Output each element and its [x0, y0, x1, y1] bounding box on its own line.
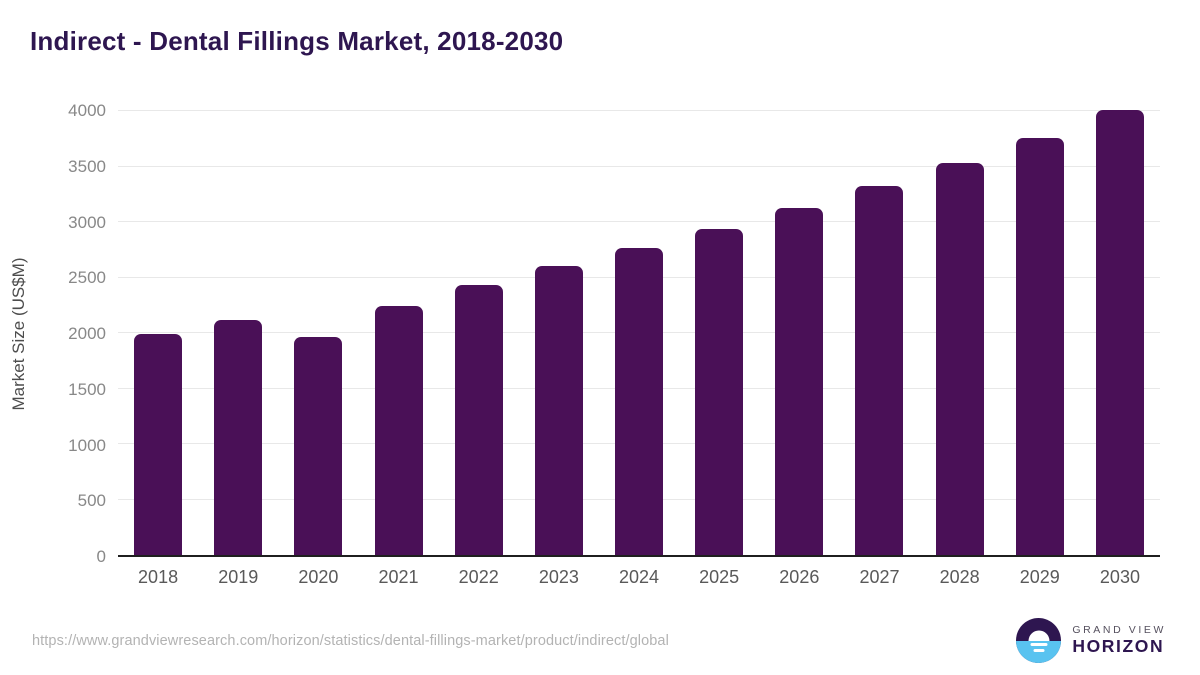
- x-tick-label-2027: 2027: [859, 567, 900, 587]
- sun-reflection-line: [1030, 643, 1048, 646]
- y-tick-label-2000: 2000: [68, 324, 106, 343]
- bar-column-2024: [599, 111, 679, 555]
- bar-column-2029: [1000, 111, 1080, 555]
- bar-2021: [374, 305, 423, 555]
- bar-2019: [214, 320, 263, 555]
- bar-column-2020: [278, 111, 358, 555]
- x-axis-labels: 2018 2019 2020 2021 2022 2023 2024 2025 2026 2027…: [118, 567, 1160, 588]
- x-tick-label-2030: 2030: [1099, 567, 1140, 587]
- bar-2024: [615, 248, 664, 555]
- gridline-4000: [118, 110, 1160, 111]
- x-tick-label-2029: 2029: [1019, 567, 1060, 587]
- logo-brand-name: GRAND VIEW: [1072, 624, 1166, 637]
- bar-column-2025: [679, 111, 759, 555]
- sunrise-circle-icon: [1016, 618, 1062, 663]
- x-tick-label-2021: 2021: [378, 567, 419, 587]
- y-tick-label-1500: 1500: [68, 379, 106, 399]
- y-tick-label-3000: 3000: [68, 212, 106, 232]
- bar-column-2030: [1080, 109, 1160, 555]
- x-tick-label-2026: 2026: [779, 567, 820, 587]
- bar-column-2028: [920, 111, 1000, 555]
- x-tick-label-2023: 2023: [538, 567, 579, 587]
- bar-column-2021: [358, 111, 438, 555]
- bar-2020: [294, 336, 343, 555]
- y-axis-ticks: 0 500 1000 1500 2000 2500 3000 3500 4000: [38, 101, 118, 566]
- x-tick-label-2028: 2028: [939, 567, 980, 587]
- logo-text: GRAND VIEW HORIZON: [1072, 624, 1166, 656]
- x-tick-label-2025: 2025: [699, 567, 740, 587]
- bar-column-2022: [439, 111, 519, 555]
- bar-chart: Market Size (US$M) 0 500 1000 1500 2000 2500 3…: [0, 101, 1200, 588]
- y-axis-title: Market Size (US$M): [9, 257, 28, 411]
- bar-2023: [534, 266, 583, 555]
- bar-2029: [1015, 137, 1064, 555]
- gridline-3500: [118, 165, 1160, 167]
- bar-2026: [775, 208, 824, 555]
- bars-row: [118, 109, 1160, 555]
- bar-2018: [134, 334, 183, 555]
- x-tick-label-2019: 2019: [218, 567, 259, 587]
- bar-column-2026: [759, 111, 839, 555]
- sun-reflection-line: [1033, 649, 1045, 652]
- gridline-3000: [118, 221, 1160, 222]
- footer: https://www.grandviewresearch.com/horizo…: [0, 618, 1200, 663]
- bar-2030: [1095, 109, 1144, 555]
- source-url: https://www.grandviewresearch.com/horizo…: [32, 632, 669, 649]
- x-tick-label-2020: 2020: [298, 567, 339, 587]
- bar-column-2018: [118, 111, 198, 555]
- bar-2025: [695, 228, 744, 555]
- bar-column-2027: [839, 111, 919, 555]
- chart-title: Indirect - Dental Fillings Market, 2018-…: [30, 26, 564, 56]
- y-tick-label-0: 0: [96, 547, 106, 566]
- y-tick-label-3500: 3500: [68, 156, 106, 176]
- y-tick-label-2500: 2500: [68, 268, 106, 288]
- x-tick-label-2018: 2018: [138, 567, 179, 587]
- x-tick-label-2022: 2022: [458, 567, 499, 587]
- y-axis-title-cell: Market Size (US$M): [0, 111, 38, 557]
- bar-column-2023: [519, 111, 599, 555]
- bar-column-2019: [198, 111, 278, 555]
- y-tick-label-500: 500: [77, 491, 106, 511]
- y-tick-label-1000: 1000: [68, 435, 106, 455]
- bar-2027: [855, 186, 904, 555]
- y-tick-label-4000: 4000: [68, 101, 106, 120]
- bar-2022: [454, 284, 503, 555]
- bar-2028: [935, 163, 984, 555]
- plot-area: [118, 109, 1160, 557]
- x-tick-label-2024: 2024: [618, 567, 660, 587]
- logo-product-name: HORIZON: [1072, 636, 1165, 657]
- grand-view-horizon-logo: GRAND VIEW HORIZON: [1016, 618, 1166, 663]
